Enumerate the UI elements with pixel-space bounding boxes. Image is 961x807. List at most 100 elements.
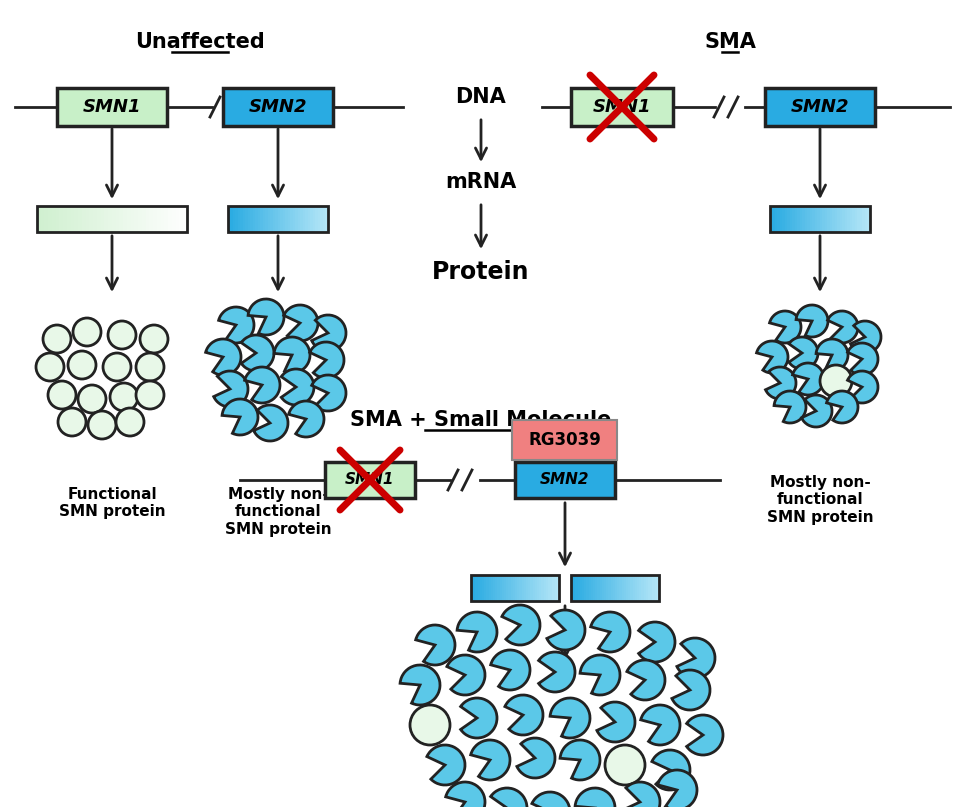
Bar <box>829 206 832 232</box>
Bar <box>127 206 131 232</box>
Bar <box>507 575 510 601</box>
Wedge shape <box>826 311 857 343</box>
Bar <box>556 575 559 601</box>
Bar <box>67 206 71 232</box>
Wedge shape <box>241 335 274 371</box>
Circle shape <box>108 321 136 349</box>
Bar <box>634 575 637 601</box>
Bar <box>310 206 313 232</box>
Bar <box>89 206 93 232</box>
Text: Protein: Protein <box>431 260 530 284</box>
Bar <box>597 575 600 601</box>
Wedge shape <box>546 610 584 650</box>
Bar <box>270 206 273 232</box>
Bar <box>548 575 550 601</box>
Bar <box>769 206 773 232</box>
Bar <box>656 575 659 601</box>
Bar <box>481 575 484 601</box>
Wedge shape <box>825 391 857 423</box>
Wedge shape <box>283 305 318 341</box>
Bar <box>519 575 522 601</box>
Wedge shape <box>621 782 659 807</box>
Bar <box>636 575 639 601</box>
Text: SMN2: SMN2 <box>790 98 849 116</box>
Bar <box>499 575 502 601</box>
Bar <box>119 206 124 232</box>
Wedge shape <box>657 770 697 807</box>
Bar <box>131 206 135 232</box>
Bar <box>581 575 584 601</box>
Bar <box>764 88 875 126</box>
Bar <box>157 206 161 232</box>
Wedge shape <box>815 339 847 371</box>
Bar <box>37 206 41 232</box>
Bar <box>595 575 598 601</box>
Bar <box>250 206 254 232</box>
Bar <box>867 206 870 232</box>
Wedge shape <box>677 638 714 678</box>
Bar <box>847 206 850 232</box>
Bar <box>473 575 476 601</box>
Bar <box>290 206 293 232</box>
Bar <box>822 206 825 232</box>
Text: Unaffected: Unaffected <box>135 32 264 52</box>
Bar <box>483 575 486 601</box>
Wedge shape <box>788 337 817 369</box>
Bar <box>552 575 554 601</box>
Wedge shape <box>490 788 527 807</box>
Wedge shape <box>445 782 484 807</box>
Bar <box>295 206 298 232</box>
Bar <box>612 575 615 601</box>
Wedge shape <box>531 792 570 807</box>
Bar <box>97 206 101 232</box>
Wedge shape <box>652 750 689 790</box>
Bar <box>602 575 604 601</box>
Bar <box>172 206 176 232</box>
Bar <box>781 206 785 232</box>
Bar <box>550 575 553 601</box>
Bar <box>623 575 626 601</box>
Bar <box>842 206 845 232</box>
Circle shape <box>36 353 64 381</box>
Bar <box>490 575 493 601</box>
Circle shape <box>48 381 76 409</box>
Bar <box>536 575 539 601</box>
Wedge shape <box>792 363 824 395</box>
Wedge shape <box>505 695 542 735</box>
Wedge shape <box>575 788 614 807</box>
Bar <box>604 575 606 601</box>
Bar <box>648 575 650 601</box>
Bar <box>854 206 857 232</box>
Bar <box>586 575 588 601</box>
Bar <box>138 206 142 232</box>
Bar <box>801 206 804 232</box>
Bar <box>262 206 266 232</box>
Bar <box>643 575 646 601</box>
Bar <box>260 206 263 232</box>
Bar <box>812 206 815 232</box>
Bar <box>101 206 105 232</box>
Bar <box>554 575 556 601</box>
Circle shape <box>136 353 163 381</box>
Circle shape <box>87 411 116 439</box>
Wedge shape <box>502 605 539 645</box>
Bar <box>831 206 835 232</box>
Bar <box>105 206 109 232</box>
Text: RG3039: RG3039 <box>528 431 601 449</box>
Bar <box>826 206 829 232</box>
Text: Functional
SMN protein: Functional SMN protein <box>59 487 165 520</box>
Bar <box>804 206 807 232</box>
Wedge shape <box>206 339 241 375</box>
Text: SMN1: SMN1 <box>345 473 394 487</box>
Bar <box>792 206 795 232</box>
Bar <box>809 206 812 232</box>
Wedge shape <box>847 343 877 375</box>
Circle shape <box>604 745 644 785</box>
Wedge shape <box>516 738 554 778</box>
Bar <box>583 575 586 601</box>
Bar <box>497 575 500 601</box>
Bar <box>856 206 859 232</box>
Bar <box>480 575 482 601</box>
Bar <box>834 206 837 232</box>
Bar <box>477 575 480 601</box>
